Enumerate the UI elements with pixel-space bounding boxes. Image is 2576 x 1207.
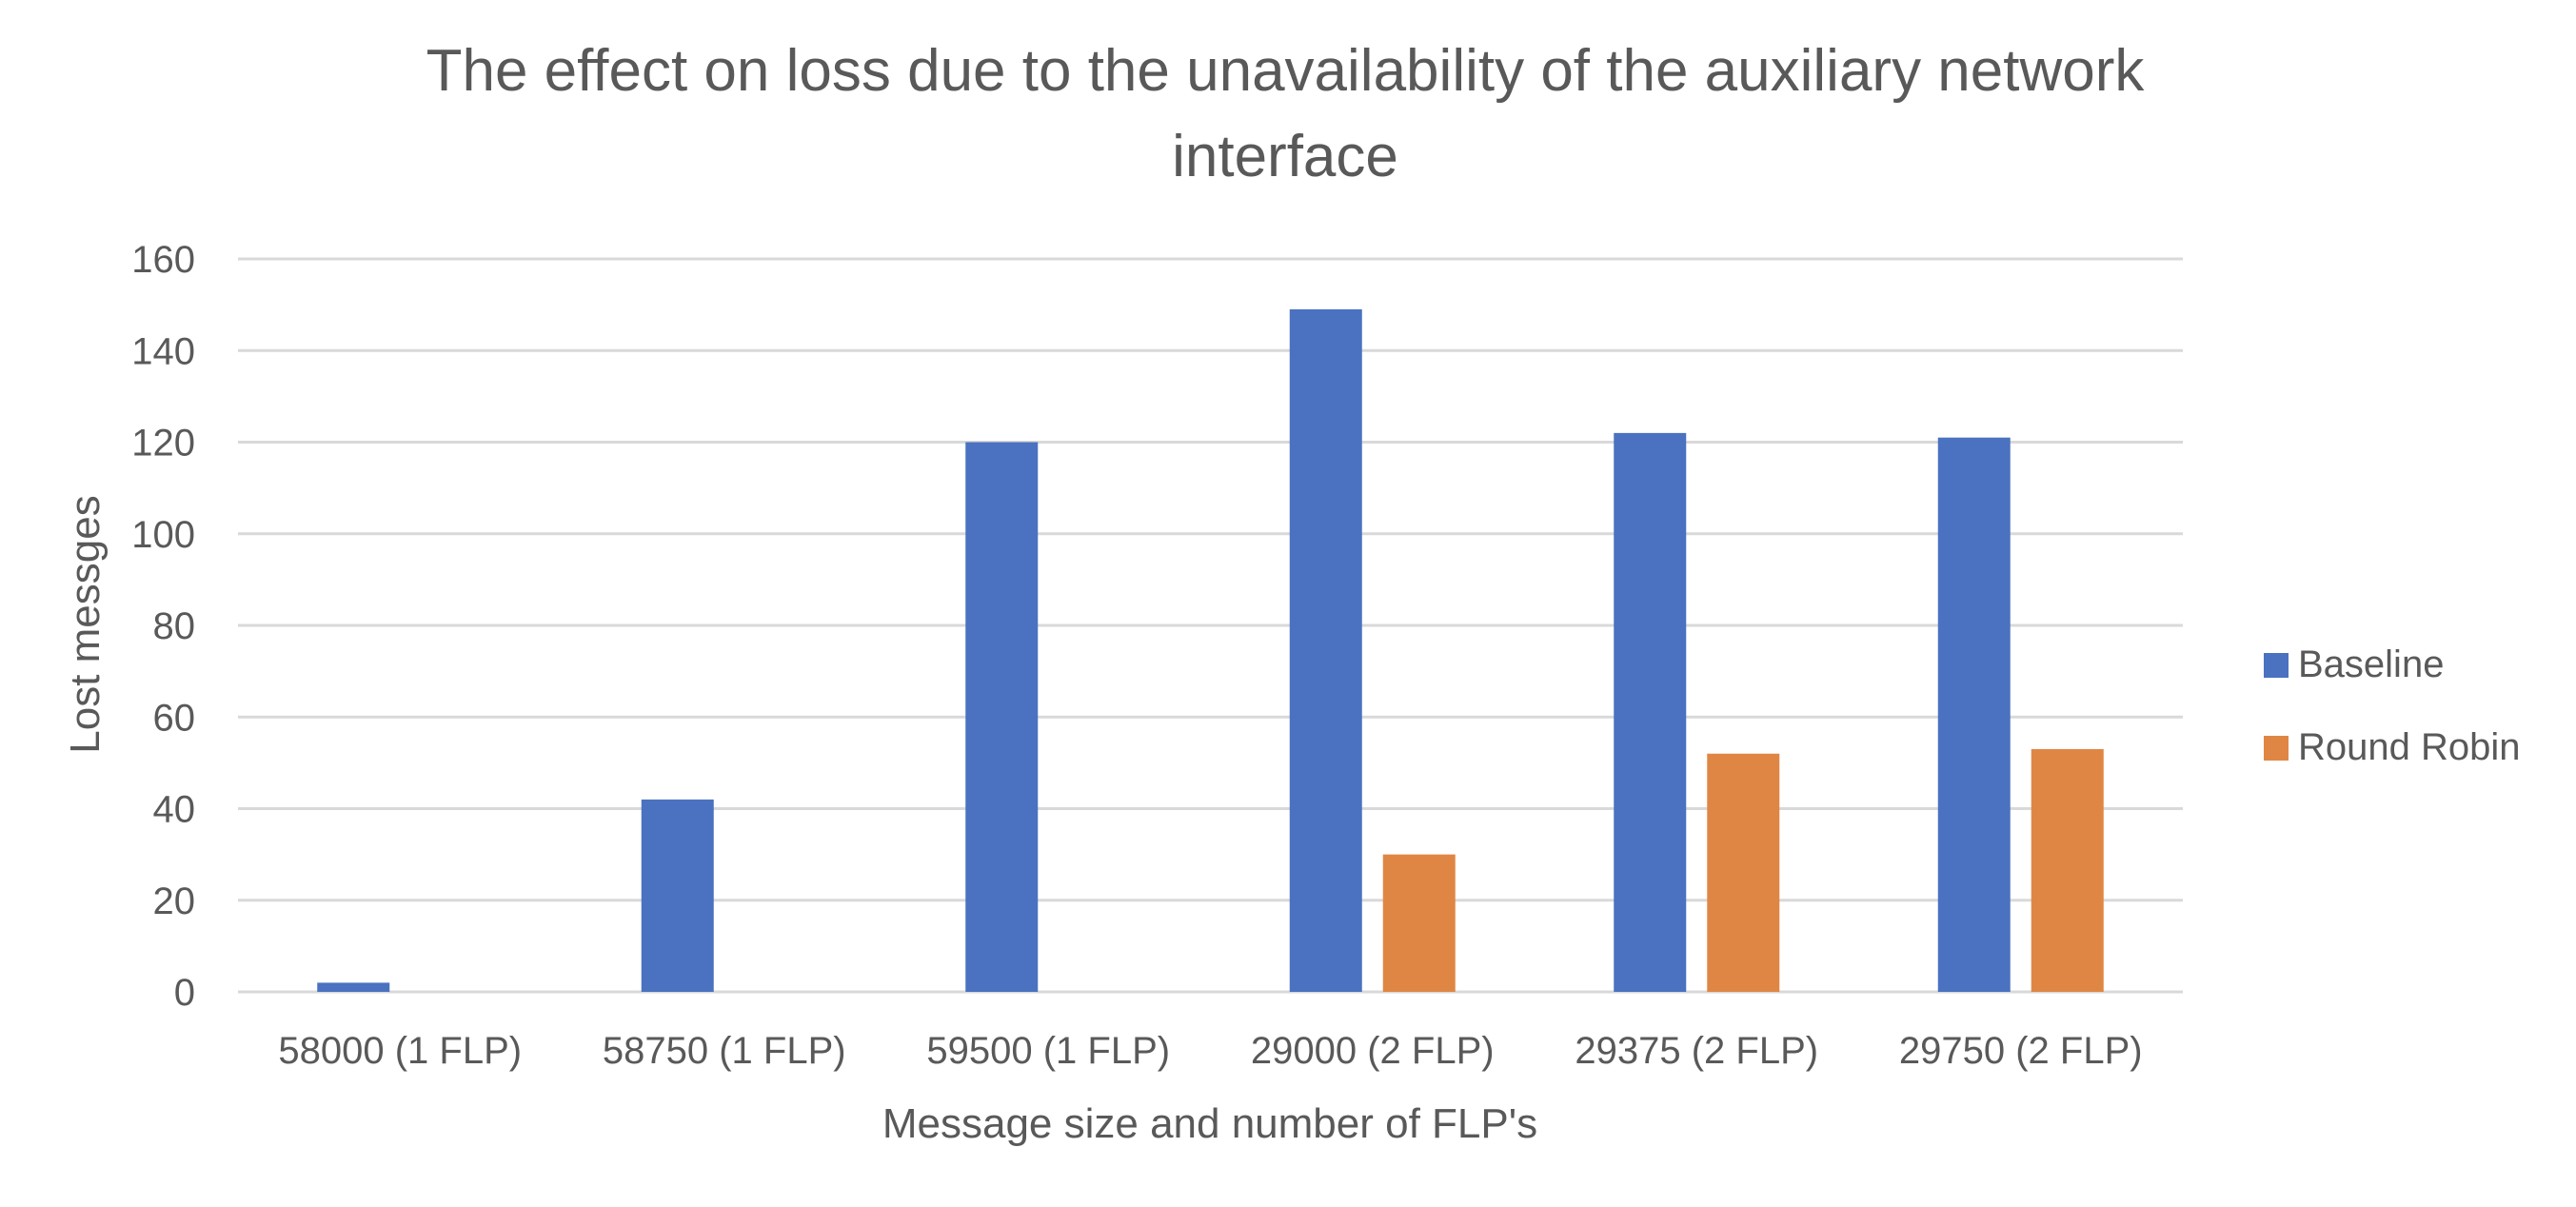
y-tick-label: 80: [153, 605, 196, 647]
legend-label-baseline: Baseline: [2298, 643, 2444, 685]
y-tick-label: 20: [153, 881, 196, 922]
legend: Baseline Round Robin: [2264, 643, 2521, 768]
chart-title-line-2: interface: [1172, 124, 1398, 189]
y-tick-label: 120: [131, 423, 195, 465]
gridlines: [238, 257, 2183, 994]
bar-round-robin-5: [2031, 748, 2104, 992]
bar-baseline-0: [317, 982, 390, 992]
x-tick-label: 29750 (2 FLP): [1899, 1030, 2143, 1072]
x-tick-label: 58750 (1 FLP): [603, 1030, 846, 1072]
x-tick-label: 58000 (1 FLP): [278, 1030, 522, 1072]
chart-title: The effect on loss due to the unavailabi…: [426, 38, 2146, 189]
bar-baseline-1: [641, 799, 714, 992]
x-axis-ticks: 58000 (1 FLP) 58750 (1 FLP) 59500 (1 FLP) 2…: [278, 1030, 2142, 1072]
bars: [317, 308, 2104, 992]
y-axis-ticks: 0 20 40 60 80 100 120 140 160: [131, 239, 195, 1014]
y-tick-label: 40: [153, 789, 196, 831]
bar-baseline-3: [1289, 308, 1362, 992]
x-tick-label: 29000 (2 FLP): [1251, 1030, 1495, 1072]
y-tick-label: 140: [131, 330, 195, 372]
x-tick-label: 29375 (2 FLP): [1575, 1030, 1818, 1072]
x-tick-label: 59500 (1 FLP): [926, 1030, 1170, 1072]
legend-swatch-round-robin: [2264, 736, 2289, 761]
y-tick-label: 0: [174, 972, 195, 1014]
bar-round-robin-3: [1382, 854, 1456, 992]
bar-baseline-2: [965, 442, 1039, 992]
y-axis-label: Lost messges: [62, 495, 109, 753]
bar-round-robin-4: [1707, 753, 1780, 992]
legend-swatch-baseline: [2264, 653, 2289, 678]
chart-title-line-1: The effect on loss due to the unavailabi…: [426, 38, 2146, 104]
y-tick-label: 160: [131, 239, 195, 281]
bar-baseline-5: [1937, 437, 2011, 992]
y-tick-label: 100: [131, 514, 195, 556]
y-tick-label: 60: [153, 697, 196, 739]
bar-baseline-4: [1614, 432, 1687, 992]
legend-label-round-robin: Round Robin: [2298, 726, 2521, 768]
x-axis-label: Message size and number of FLP's: [882, 1100, 1537, 1147]
